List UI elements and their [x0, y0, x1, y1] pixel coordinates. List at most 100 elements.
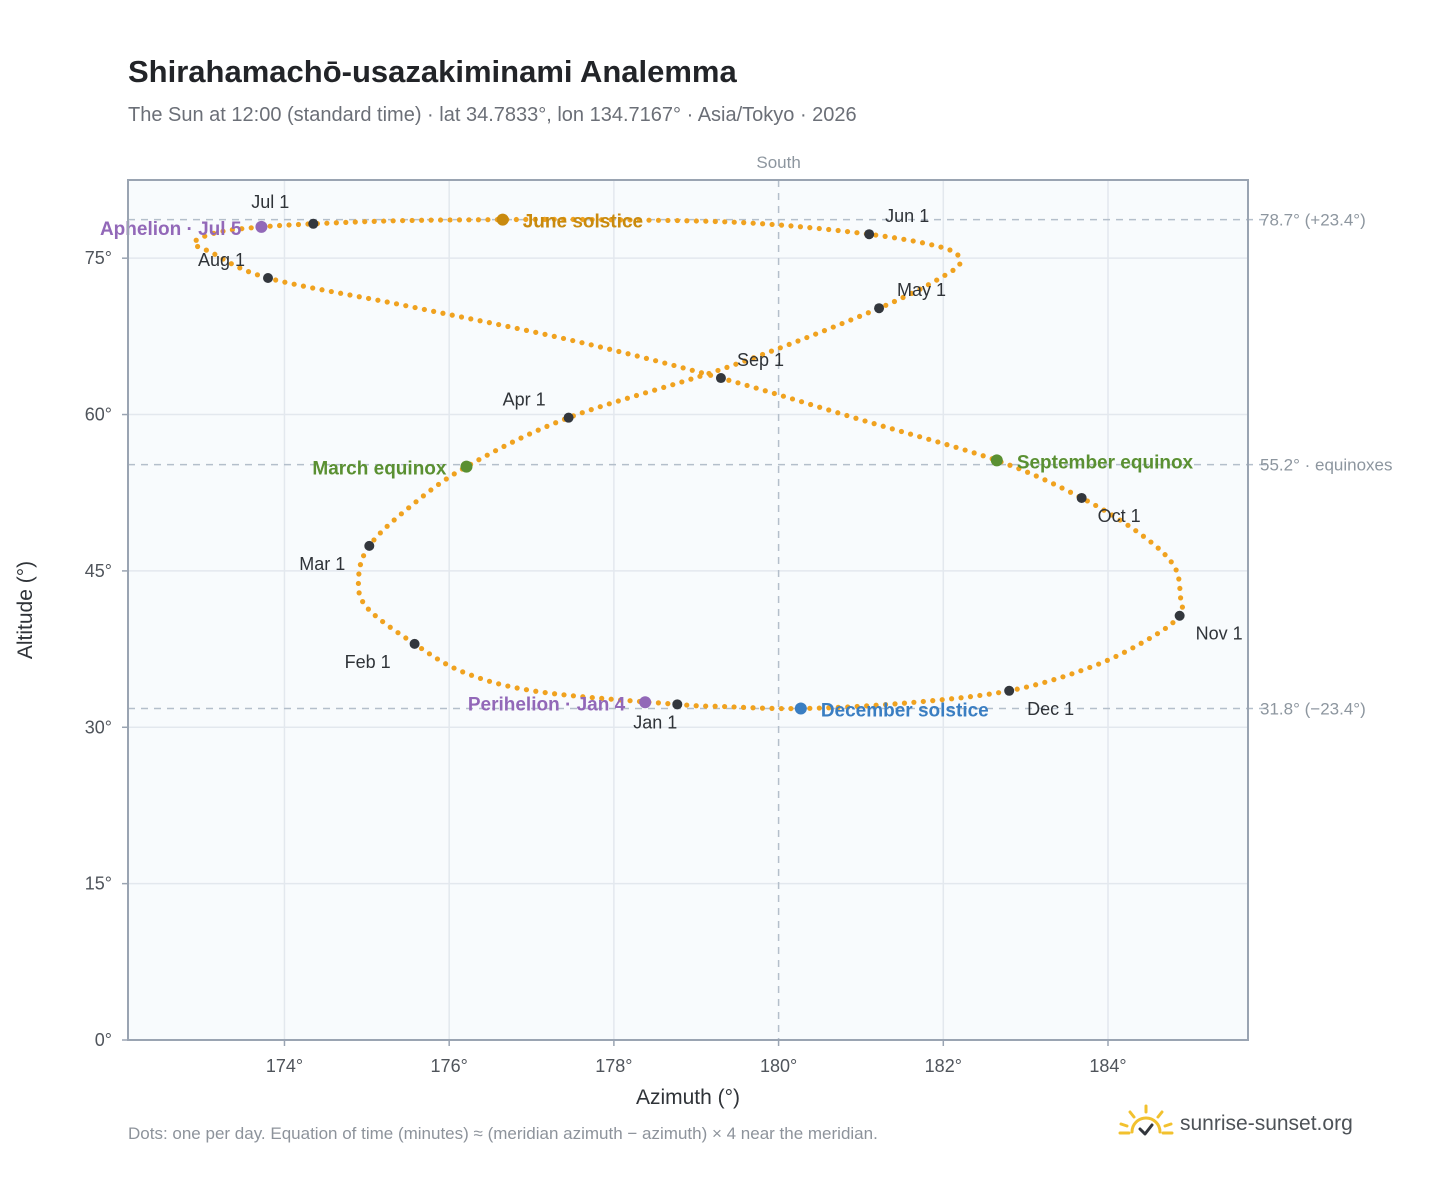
x-tick-label: 182°: [925, 1056, 962, 1076]
daily-dot: [496, 681, 502, 687]
daily-dot: [580, 216, 586, 223]
daily-dot: [1176, 576, 1182, 582]
daily-dot: [925, 282, 932, 288]
daily-dot: [245, 269, 252, 275]
daily-dot: [688, 376, 694, 382]
daily-dot: [535, 427, 541, 433]
daily-dot: [624, 395, 630, 401]
daily-dot: [362, 219, 368, 225]
daily-dot: [680, 365, 686, 371]
daily-dot: [808, 401, 814, 408]
daily-dot: [486, 320, 492, 326]
daily-dot: [786, 341, 792, 348]
daily-dot: [343, 219, 349, 225]
daily-dot: [466, 217, 472, 223]
daily-dot: [627, 698, 633, 704]
brand-link[interactable]: sunrise-sunset.org: [1118, 1102, 1353, 1146]
daily-dot: [769, 221, 775, 228]
daily-dot: [505, 323, 511, 330]
daily-dot: [930, 698, 936, 704]
daily-dot: [712, 703, 718, 709]
daily-dot: [778, 705, 785, 712]
daily-dot: [917, 434, 923, 440]
daily-dot: [769, 705, 775, 711]
daily-dot: [835, 704, 841, 710]
daily-dot: [804, 334, 810, 341]
daily-dot: [406, 505, 412, 511]
daily-dot: [616, 348, 622, 355]
daily-dot: [953, 444, 959, 450]
daily-dot: [939, 697, 945, 703]
daily-dot: [712, 218, 718, 225]
daily-dot: [398, 511, 404, 517]
reference-line-label: 55.2° · equinoxes: [1260, 456, 1393, 475]
daily-dot: [771, 390, 777, 397]
daily-dot: [220, 256, 226, 262]
daily-dot: [1170, 620, 1176, 626]
daily-dot: [1148, 539, 1154, 545]
event-marker-dot: [639, 696, 652, 709]
event-marker-dot: [460, 460, 473, 473]
daily-dot: [492, 448, 499, 454]
daily-dot: [589, 694, 595, 701]
daily-dot: [942, 272, 948, 278]
daily-dot: [816, 225, 822, 232]
daily-dot: [780, 393, 787, 399]
daily-dot: [707, 372, 714, 378]
daily-dot: [653, 358, 659, 364]
daily-dot: [854, 230, 860, 236]
month-marker-dot: [364, 540, 375, 551]
daily-dot: [418, 645, 425, 652]
y-tick-label: 15°: [85, 874, 112, 894]
month-marker-label: Feb 1: [345, 652, 391, 672]
daily-dot: [437, 217, 444, 223]
daily-dot: [570, 216, 576, 222]
y-tick-label: 0°: [95, 1030, 112, 1050]
daily-dot: [795, 338, 801, 344]
daily-dot: [356, 571, 362, 577]
daily-dot: [703, 218, 709, 224]
daily-dot: [883, 302, 889, 308]
daily-dot: [451, 471, 457, 477]
daily-dot: [722, 703, 728, 710]
daily-dot: [665, 700, 671, 707]
daily-dot: [986, 691, 992, 697]
daily-dot: [533, 688, 539, 694]
daily-dot: [618, 697, 624, 703]
daily-dot: [1016, 466, 1022, 472]
month-marker-label: Aug 1: [198, 250, 245, 270]
daily-dot: [908, 290, 915, 297]
month-marker-dot: [563, 412, 574, 423]
daily-dot: [542, 331, 548, 337]
daily-dot: [751, 355, 757, 361]
daily-dot: [920, 698, 926, 705]
daily-dot: [599, 217, 605, 223]
daily-dot: [856, 313, 863, 319]
daily-dot: [380, 618, 386, 625]
daily-dot: [282, 279, 288, 285]
daily-dot: [830, 324, 836, 330]
sun-check-logo-icon: [1118, 1104, 1174, 1136]
daily-dot: [759, 351, 766, 358]
daily-dot: [570, 693, 577, 699]
daily-dot: [1109, 512, 1115, 518]
daily-dot: [254, 272, 261, 278]
daily-dot: [844, 228, 851, 235]
daily-dot: [750, 705, 756, 711]
daily-dot: [957, 261, 963, 267]
y-tick-label: 60°: [85, 405, 112, 425]
daily-dot: [532, 216, 538, 223]
daily-dot: [741, 220, 747, 226]
daily-dot: [919, 240, 926, 246]
daily-dot: [813, 331, 819, 337]
daily-dot: [1121, 649, 1128, 655]
daily-dot: [693, 703, 699, 709]
daily-dot: [523, 216, 529, 223]
daily-dot: [726, 377, 732, 383]
daily-dot: [807, 225, 813, 231]
daily-dot: [458, 314, 465, 320]
event-marker-dot: [794, 702, 807, 715]
daily-dot: [735, 380, 741, 386]
daily-dot: [352, 219, 358, 225]
daily-dot: [947, 247, 953, 253]
